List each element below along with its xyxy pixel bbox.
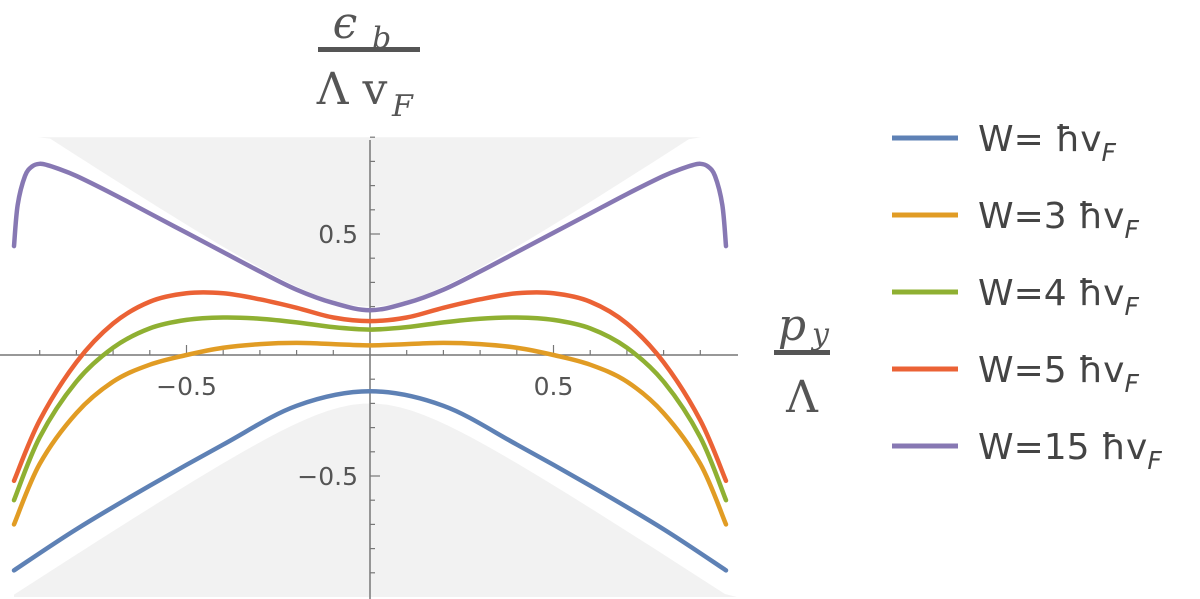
x-tick-label: −0.5 [156, 372, 217, 401]
shaded-region-upper [14, 137, 737, 307]
shaded-region-lower [14, 403, 737, 597]
y-label-denominator-sub: F [391, 89, 414, 124]
legend-label-sub: F [1124, 215, 1139, 244]
legend-label-1: W= ħvF [978, 119, 1117, 167]
series-line-5 [11, 161, 729, 313]
legend-label-2: W=3 ħvF [978, 196, 1139, 244]
legend-label-3: W=4 ħvF [978, 273, 1139, 321]
y-label-fraction-bar [318, 47, 420, 52]
series-line-4 [11, 290, 729, 484]
y-label-denominator: Λ v [316, 64, 388, 115]
series-line-3 [11, 315, 729, 503]
y-tick-label: −0.5 [297, 462, 358, 491]
series-lines [11, 161, 729, 573]
x-axis-label: p y Λ [774, 300, 830, 423]
series-line-1 [11, 389, 729, 573]
x-label-numerator: p [778, 300, 806, 351]
x-label-fraction-bar [774, 350, 830, 355]
legend: W= ħvF W=3 ħvF W=4 ħvF W=5 ħvF W=15 ħvF [892, 119, 1162, 475]
legend-label-5: W=15 ħvF [978, 427, 1162, 475]
y-label-numerator: ϵ [333, 0, 358, 49]
y-tick-label: 0.5 [318, 220, 358, 249]
x-label-numerator-sub: y [810, 317, 830, 352]
shaded-region [14, 137, 737, 597]
y-axis-label: ϵ b Λ v F [316, 0, 420, 124]
x-tick-label: 0.5 [534, 372, 574, 401]
legend-label-sub: F [1102, 138, 1117, 167]
series-line-2 [11, 340, 729, 527]
legend-label-sub: F [1147, 446, 1162, 475]
x-label-denominator: Λ [785, 372, 819, 423]
legend-label-sub: F [1124, 292, 1139, 321]
legend-label-4: W=5 ħvF [978, 350, 1139, 398]
axes [0, 140, 738, 599]
legend-label-sub: F [1124, 369, 1139, 398]
